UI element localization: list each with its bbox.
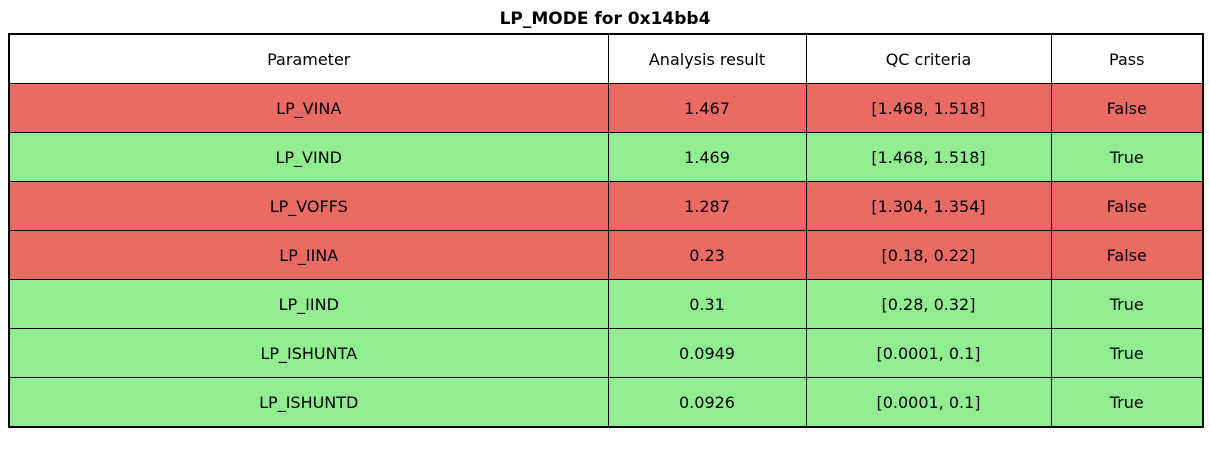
cell-parameter: LP_IINA [8, 230, 609, 280]
cell-qc-criteria: [0.0001, 0.1] [805, 377, 1052, 428]
cell-analysis-result: 1.469 [607, 132, 807, 182]
cell-pass: False [1050, 230, 1204, 280]
table-row: LP_IINA 0.23 [0.18, 0.22] False [8, 230, 1204, 280]
header-analysis-result: Analysis result [607, 33, 807, 84]
table-row: LP_VIND 1.469 [1.468, 1.518] True [8, 132, 1204, 182]
cell-analysis-result: 0.0949 [607, 328, 807, 378]
cell-parameter: LP_VIND [8, 132, 609, 182]
cell-analysis-result: 1.467 [607, 83, 807, 133]
cell-qc-criteria: [1.468, 1.518] [805, 132, 1052, 182]
cell-parameter: LP_VOFFS [8, 181, 609, 231]
cell-parameter: LP_IIND [8, 279, 609, 329]
cell-qc-criteria: [0.0001, 0.1] [805, 328, 1052, 378]
header-pass: Pass [1050, 33, 1204, 84]
table-row: LP_IIND 0.31 [0.28, 0.32] True [8, 279, 1204, 329]
cell-parameter: LP_VINA [8, 83, 609, 133]
cell-qc-criteria: [1.304, 1.354] [805, 181, 1052, 231]
table-row: LP_VOFFS 1.287 [1.304, 1.354] False [8, 181, 1204, 231]
cell-parameter: LP_ISHUNTD [8, 377, 609, 428]
cell-analysis-result: 0.31 [607, 279, 807, 329]
cell-qc-criteria: [0.28, 0.32] [805, 279, 1052, 329]
qc-results-table: Parameter Analysis result QC criteria Pa… [8, 33, 1204, 428]
cell-pass: False [1050, 83, 1204, 133]
cell-parameter: LP_ISHUNTA [8, 328, 609, 378]
table-row: LP_VINA 1.467 [1.468, 1.518] False [8, 83, 1204, 133]
cell-pass: True [1050, 377, 1204, 428]
table-row: LP_ISHUNTA 0.0949 [0.0001, 0.1] True [8, 328, 1204, 378]
cell-analysis-result: 1.287 [607, 181, 807, 231]
table-header-row: Parameter Analysis result QC criteria Pa… [8, 33, 1204, 84]
page-title: LP_MODE for 0x14bb4 [499, 9, 711, 29]
header-parameter: Parameter [8, 33, 609, 84]
cell-analysis-result: 0.0926 [607, 377, 807, 428]
header-qc-criteria: QC criteria [805, 33, 1052, 84]
table-row: LP_ISHUNTD 0.0926 [0.0001, 0.1] True [8, 377, 1204, 428]
cell-pass: False [1050, 181, 1204, 231]
cell-qc-criteria: [0.18, 0.22] [805, 230, 1052, 280]
cell-pass: True [1050, 279, 1204, 329]
cell-analysis-result: 0.23 [607, 230, 807, 280]
cell-pass: True [1050, 328, 1204, 378]
cell-qc-criteria: [1.468, 1.518] [805, 83, 1052, 133]
cell-pass: True [1050, 132, 1204, 182]
